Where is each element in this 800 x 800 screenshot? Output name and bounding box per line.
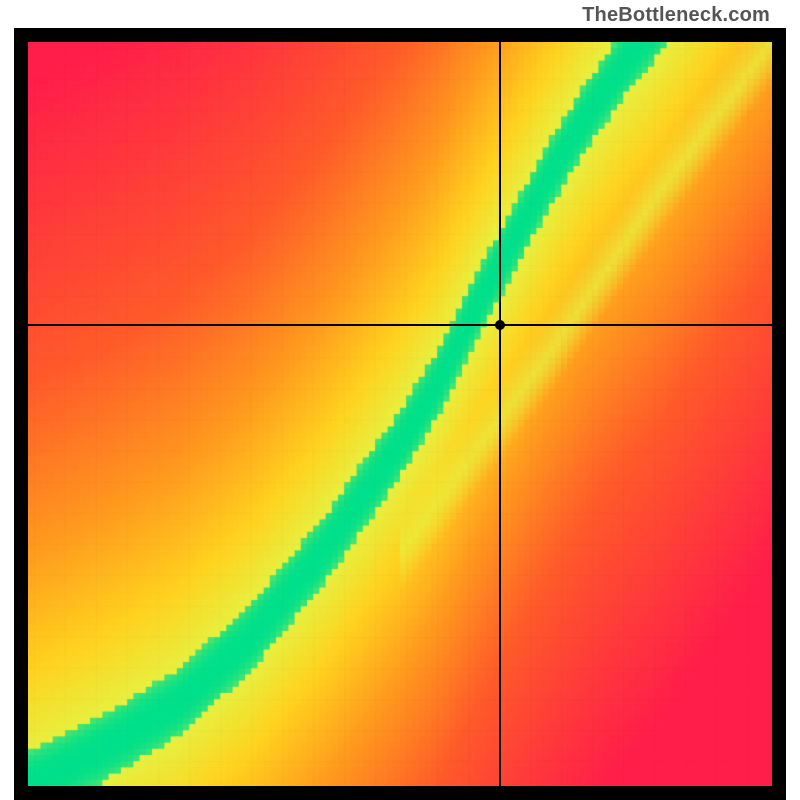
bottleneck-heatmap	[28, 42, 772, 786]
bottleneck-heatmap-frame	[14, 28, 786, 800]
crosshair-dot	[495, 320, 505, 330]
crosshair-horizontal	[28, 324, 772, 326]
crosshair-vertical	[499, 42, 501, 786]
watermark-text: TheBottleneck.com	[582, 4, 770, 27]
